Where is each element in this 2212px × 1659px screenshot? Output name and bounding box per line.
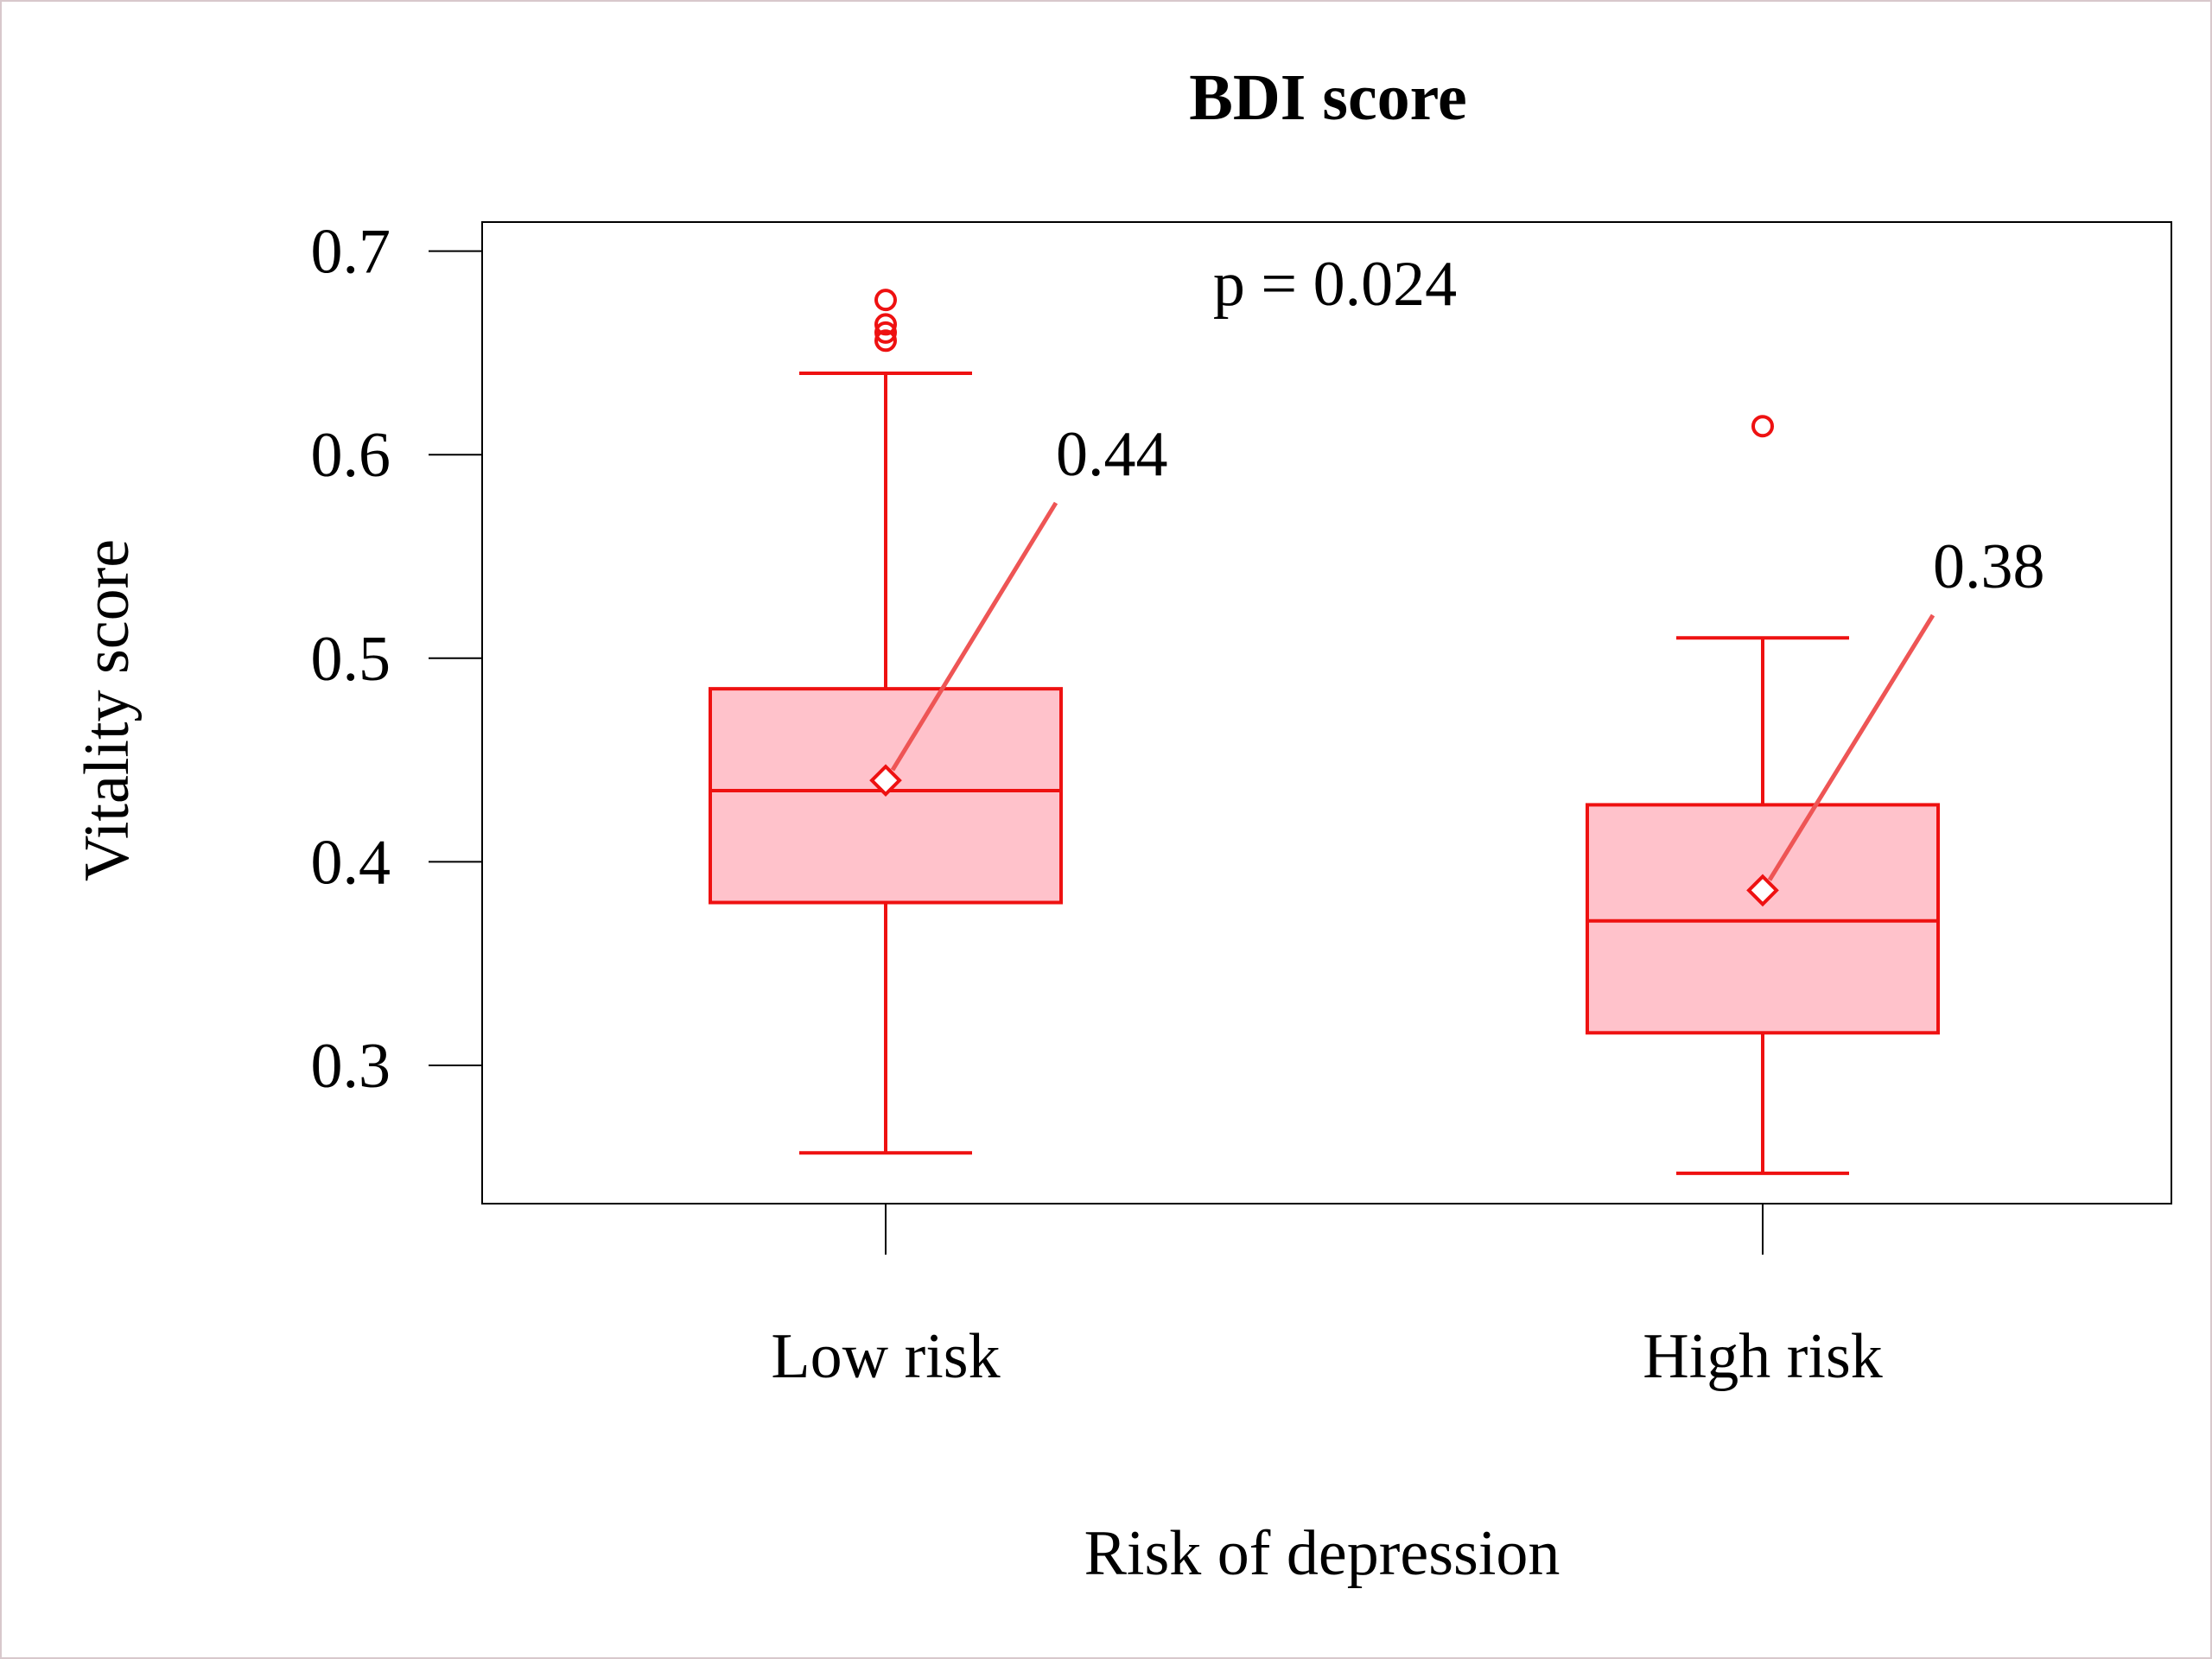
outlier-point bbox=[874, 329, 897, 353]
mean-label: 0.44 bbox=[1056, 419, 1168, 490]
box-high-risk: 0.38 bbox=[1586, 415, 2045, 1175]
y-tick-label: 0.3 bbox=[311, 1031, 391, 1102]
mean-marker bbox=[869, 764, 902, 797]
box-low-risk: 0.44 bbox=[709, 289, 1168, 1155]
y-axis-title: Vitality score bbox=[72, 539, 143, 881]
x-axis: Low risk High risk bbox=[771, 1204, 1883, 1392]
iqr-box bbox=[1586, 803, 1940, 1035]
x-tick-label: High risk bbox=[1643, 1321, 1883, 1392]
mean-leader-line bbox=[1767, 613, 1936, 881]
p-value-annotation: p = 0.024 bbox=[1213, 249, 1457, 320]
outlier-point bbox=[874, 313, 897, 336]
y-axis: 0.3 0.4 0.5 0.6 0.7 bbox=[311, 217, 482, 1102]
chart-title: BDI score bbox=[1189, 61, 1467, 134]
outlier-point bbox=[1751, 415, 1774, 438]
mean-label: 0.38 bbox=[1933, 531, 2045, 602]
x-tick-label: Low risk bbox=[771, 1321, 1000, 1392]
plot-area bbox=[481, 221, 2172, 1205]
mean-marker bbox=[1746, 874, 1779, 907]
y-tick-label: 0.7 bbox=[311, 217, 391, 288]
outlier-point bbox=[874, 289, 897, 312]
y-tick-label: 0.5 bbox=[311, 624, 391, 695]
y-tick-label: 0.4 bbox=[311, 827, 391, 898]
boxes: 0.44 0.38 bbox=[709, 289, 2045, 1175]
y-tick-label: 0.6 bbox=[311, 420, 391, 491]
mean-leader-line bbox=[890, 501, 1058, 772]
x-axis-title: Risk of depression bbox=[1084, 1518, 1560, 1589]
outlier-point bbox=[874, 321, 897, 344]
